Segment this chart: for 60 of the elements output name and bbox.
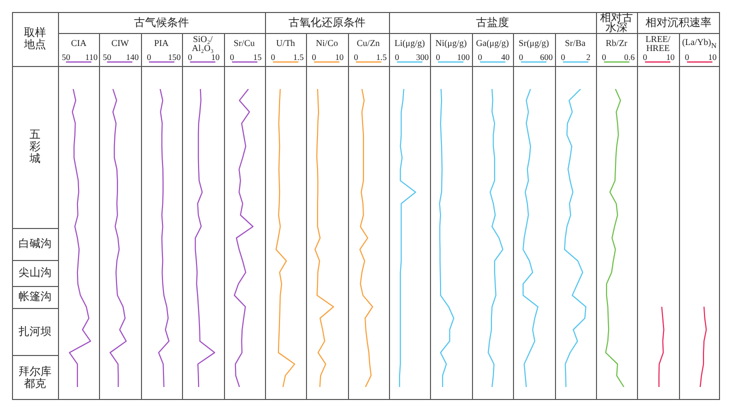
x-tick-label: 50 [62,52,70,62]
x-tick-label: 140 [126,52,140,62]
x-tick-label: 40 [500,52,510,62]
text: 白碱沟 [18,238,52,250]
x-tick-label: 600 [540,52,553,62]
x-axis-title: Ni(μg/g) [435,38,467,48]
text: 帐篷沟 [18,291,52,303]
x-axis-title: Sr(μg/g) [518,38,549,48]
x-tick-label: 0 [560,52,565,62]
x-tick-label: 300 [416,52,429,62]
x-axis-title: Sr/Ba [564,38,586,48]
x-axis-title: Sr/Cu [234,38,255,48]
x-axis-title: SiO₂/Al₂O₃ [190,34,215,52]
x-tick-label: 0 [478,52,482,62]
x-axis-title: CIA [70,38,86,48]
x-axis-title: Li(μg/g) [394,38,425,48]
x-tick-label: 10 [335,52,344,62]
x-tick-label: 0 [188,52,192,62]
x-tick-label: 10 [211,52,220,62]
chart-title: 相对沉积速率 [646,16,712,28]
chart-title: 古气候条件 [134,16,189,28]
x-axis-title: Ni/Co [316,38,338,48]
x-axis-title: (La/Yb)$_{N}$ [682,36,717,50]
x-tick-label: 2 [586,52,590,62]
text: 拜尔库都克 [18,366,52,390]
x-tick-label: 0 [684,52,689,62]
x-tick-label: 15 [252,52,262,62]
x-tick-label: 0 [270,52,275,62]
x-tick-label: 150 [168,52,180,62]
chart-title: 古盐度 [476,16,509,28]
text: 扎河坝 [18,326,52,338]
x-tick-label: 10 [708,52,716,62]
x-tick-label: 0 [436,52,440,62]
chart-title: 古氧化还原条件 [288,16,366,28]
x-tick-label: 100 [457,52,470,62]
x-axis-title: PIA [154,38,169,48]
x-tick-label: 0 [146,52,151,62]
text: 五彩城 [29,129,41,165]
text: 取样地点 [23,27,47,51]
x-tick-label: 0 [602,52,606,62]
x-tick-label: 1.5 [292,52,304,62]
x-axis-title: CIW [111,38,129,48]
x-tick-label: 0 [519,52,524,62]
x-tick-label: 50 [103,52,112,62]
x-tick-label: 0 [354,52,358,62]
x-axis-title: LREE/HREE [644,34,672,52]
x-tick-label: 0.6 [624,52,635,62]
x-tick-label: 0 [394,52,400,62]
x-axis-title: Ga(μg/g) [476,38,509,48]
x-tick-label: 0 [229,52,234,62]
x-tick-label: 0 [312,52,316,62]
x-tick-label: 0 [643,52,648,62]
x-tick-label: 110 [85,52,98,62]
x-axis-title: Rb/Zr [606,38,628,48]
text: 尖山沟 [18,267,52,279]
x-axis-title: Cu/Zn [356,38,380,48]
chart-title: 相对古水深 [599,12,634,34]
x-tick-label: 10 [666,52,675,62]
x-tick-label: 1.5 [376,52,386,62]
x-axis-title: U/Th [276,38,296,48]
